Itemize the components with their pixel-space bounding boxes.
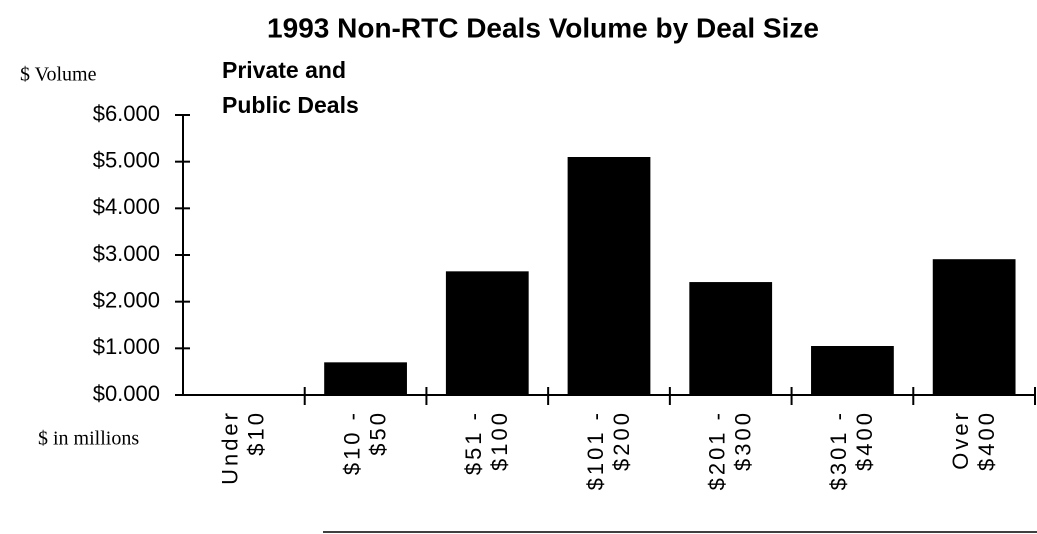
y-tick-label: $4.000	[93, 194, 160, 219]
y-tick-label: $0.000	[93, 381, 160, 406]
bar	[567, 157, 651, 395]
x-tick-label: Under	[218, 410, 243, 485]
subtitle: Private and	[222, 57, 346, 83]
x-tick-label: $201 -	[705, 410, 730, 490]
y-tick-label: $1.000	[93, 334, 160, 359]
x-tick-label: $10 -	[339, 410, 364, 475]
y-tick-label: $5.000	[93, 147, 160, 172]
x-axis-label: $ in millions	[38, 428, 139, 450]
x-tick-label: $301 -	[826, 410, 851, 490]
subtitle: Public Deals	[222, 92, 359, 118]
x-tick-label: $50	[365, 410, 390, 456]
x-tick-label: Over	[948, 410, 973, 470]
x-tick-label: $101 -	[583, 410, 608, 490]
chart-title: 1993 Non-RTC Deals Volume by Deal Size	[267, 12, 819, 43]
y-tick-label: $3.000	[93, 241, 160, 266]
y-tick-label: $6.000	[93, 101, 160, 126]
x-tick-label: $300	[731, 410, 756, 471]
y-tick-label: $2.000	[93, 287, 160, 312]
x-tick-label: $400	[974, 410, 999, 471]
y-axis-label: $ Volume	[20, 64, 97, 86]
x-tick-label: $100	[487, 410, 512, 471]
x-tick-label: $10	[244, 410, 269, 456]
x-tick-label: $400	[852, 410, 877, 471]
x-tick-label: $51 -	[461, 410, 486, 475]
bar	[811, 346, 894, 395]
bar	[324, 362, 407, 395]
x-tick-label: $200	[609, 410, 634, 471]
bar	[689, 282, 773, 395]
bar	[445, 271, 529, 395]
bar	[932, 259, 1016, 395]
